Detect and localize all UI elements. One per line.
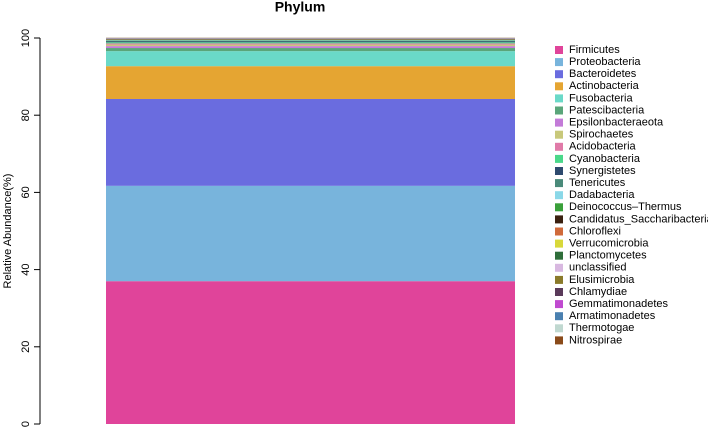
legend-swatch xyxy=(555,263,563,272)
legend-label: Synergistetes xyxy=(569,165,636,177)
bar-segment xyxy=(106,51,515,67)
legend-swatch xyxy=(555,324,563,333)
legend-label: Gemmatimonadetes xyxy=(569,298,669,310)
legend-swatch xyxy=(555,94,563,103)
legend-swatch xyxy=(555,118,563,127)
legend-swatch xyxy=(555,46,563,54)
legend-swatch xyxy=(555,191,563,200)
legend-label: Chlamydiae xyxy=(569,286,627,298)
legend-swatch xyxy=(555,251,563,260)
bar-segment xyxy=(106,185,515,282)
bar-segment xyxy=(106,41,515,43)
y-tick-label: 0 xyxy=(20,421,32,427)
legend-swatch xyxy=(555,215,563,224)
legend-label: Acidobacteria xyxy=(569,141,637,153)
legend-swatch xyxy=(555,106,563,115)
legend-swatch xyxy=(555,179,563,188)
legend-label: Fusobacteria xyxy=(569,92,633,104)
bar-segment xyxy=(106,281,515,424)
legend-label: Thermotogae xyxy=(569,322,634,334)
bar-segment xyxy=(106,40,515,42)
y-tick-label: 100 xyxy=(20,29,32,47)
legend-label: Patescibacteria xyxy=(569,104,645,116)
legend-label: Verrucomicrobia xyxy=(569,238,649,250)
bar-segment xyxy=(106,42,515,44)
legend-swatch xyxy=(555,203,563,212)
legend-swatch xyxy=(555,288,563,296)
legend-swatch xyxy=(555,336,563,345)
legend-swatch xyxy=(555,300,563,309)
legend-swatch xyxy=(555,275,563,284)
bar-segment xyxy=(106,66,515,99)
y-tick-label: 60 xyxy=(20,186,32,198)
legend-label: Dadabacteria xyxy=(569,189,635,201)
bar-segment xyxy=(106,46,515,49)
bar-segment xyxy=(106,98,515,186)
legend-label: unclassified xyxy=(569,262,626,274)
legend-label: Firmicutes xyxy=(569,44,620,56)
legend-swatch xyxy=(555,239,563,248)
legend-label: Candidatus_Saccharibacteria xyxy=(569,213,708,225)
legend-swatch xyxy=(555,312,563,321)
legend-label: Spirochaetes xyxy=(569,129,634,141)
legend-swatch xyxy=(555,227,563,236)
legend-label: Nitrospirae xyxy=(569,334,622,346)
legend-label: Cyanobacteria xyxy=(569,153,641,165)
bar-segment xyxy=(106,44,515,47)
legend-swatch xyxy=(555,58,563,67)
legend-swatch xyxy=(555,142,563,151)
chart-title: Phylum xyxy=(275,0,326,15)
legend-label: Bacteroidetes xyxy=(569,68,637,80)
legend-swatch xyxy=(555,82,563,91)
legend-label: Actinobacteria xyxy=(569,80,640,92)
legend-label: Tenericutes xyxy=(569,177,626,189)
y-axis-label: Relative Abundance(%) xyxy=(2,174,14,289)
legend-swatch xyxy=(555,154,563,163)
legend-swatch xyxy=(555,70,563,79)
legend-label: Planctomycetes xyxy=(569,250,647,262)
y-tick-label: 80 xyxy=(20,109,32,121)
y-tick-label: 20 xyxy=(20,341,32,353)
legend-label: Epsilonbacteraeota xyxy=(569,117,664,129)
y-tick-label: 40 xyxy=(20,263,32,275)
bar-segment xyxy=(106,43,515,45)
legend-label: Chloroflexi xyxy=(569,225,621,237)
legend-swatch xyxy=(555,167,563,175)
legend-label: Proteobacteria xyxy=(569,56,641,68)
bar-segment xyxy=(106,48,515,52)
legend-label: Armatimonadetes xyxy=(569,310,656,322)
legend-label: Deinococcus–Thermus xyxy=(569,201,682,213)
legend-label: Elusimicrobia xyxy=(569,274,635,286)
legend-swatch xyxy=(555,130,563,139)
